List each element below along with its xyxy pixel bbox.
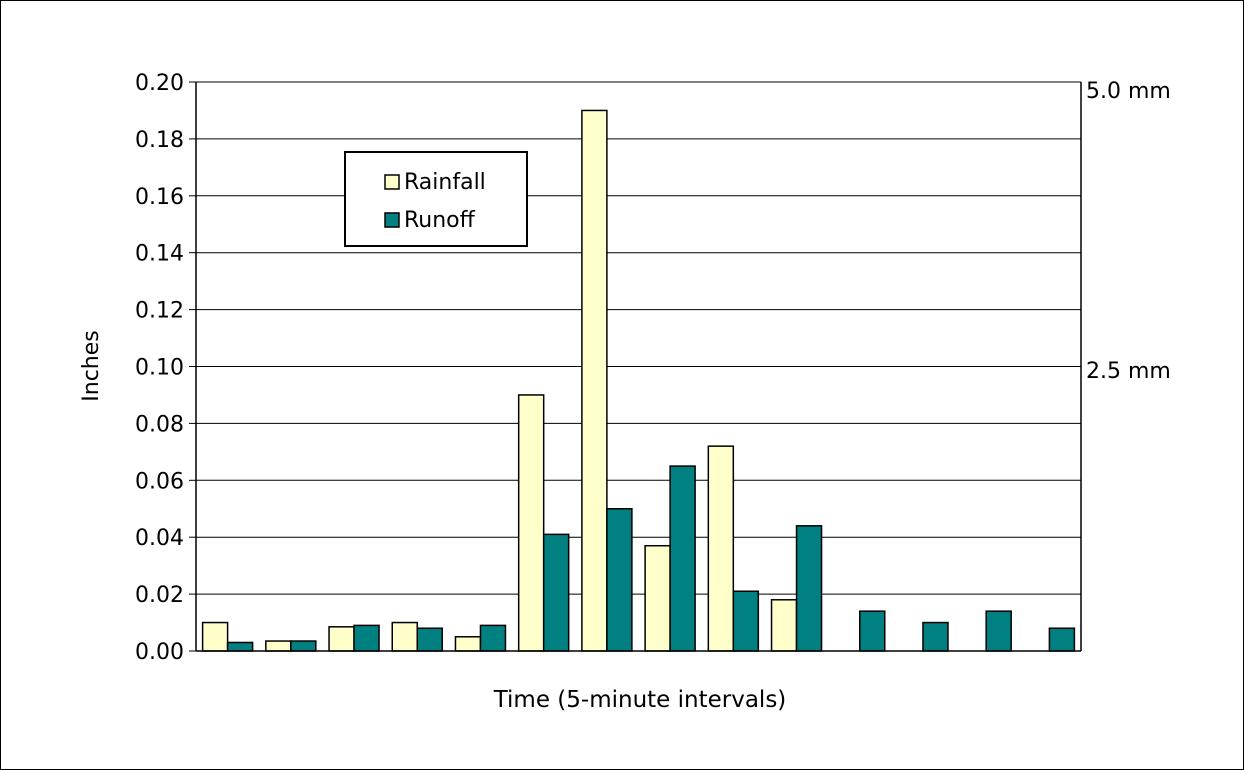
y-tick-label: 0.20: [135, 71, 184, 96]
y-tick-label: 0.04: [135, 526, 184, 551]
y-tick-label: 0.00: [135, 640, 184, 665]
axes: [195, 82, 1082, 652]
legend-swatch-rainfall: [384, 174, 400, 190]
bar-runoff-13: [1048, 627, 1076, 652]
bar-rainfall-2: [328, 626, 355, 652]
gridlines: [189, 81, 1081, 652]
legend: Rainfall Runoff: [344, 151, 528, 247]
bar-runoff-11: [922, 621, 949, 652]
bars: [201, 109, 1076, 652]
bar-rainfall-1: [265, 640, 292, 652]
y-tick-label: 0.12: [135, 299, 184, 324]
bar-runoff-4: [479, 624, 507, 652]
bar-runoff-8: [732, 590, 760, 652]
legend-swatch-runoff: [384, 212, 400, 228]
bar-rainfall-9: [770, 599, 798, 652]
bar-runoff-10: [859, 610, 886, 652]
bar-rainfall-5: [517, 394, 545, 652]
y-tick-label: 0.06: [135, 469, 184, 494]
bar-runoff-7: [669, 465, 696, 652]
y-tick-label: 0.16: [135, 185, 184, 210]
legend-label-rainfall: Rainfall: [404, 170, 486, 195]
legend-label-runoff: Runoff: [404, 208, 476, 233]
bar-runoff-9: [795, 525, 823, 652]
secondary-axis-labels: 5.0 mm 2.5 mm: [1086, 79, 1171, 384]
bar-rainfall-7: [644, 544, 671, 652]
y-tick-labels: 0.00 0.02 0.04 0.06 0.08 0.10 0.12 0.14 0.16 0.18…: [135, 71, 184, 665]
bar-rainfall-8: [707, 445, 735, 652]
bar-rainfall-6: [581, 109, 608, 652]
bar-runoff-5: [542, 533, 570, 652]
y-tick-label: 0.18: [135, 128, 184, 153]
bar-rainfall-3: [391, 621, 418, 652]
y-axis-label: Inches: [79, 330, 104, 401]
secondary-axis-label: 5.0 mm: [1086, 79, 1171, 104]
bar-rainfall-4: [454, 636, 482, 652]
bar-runoff-1: [290, 640, 317, 652]
bar-rainfall-0: [201, 621, 229, 652]
bar-runoff-0: [226, 641, 254, 652]
bar-runoff-3: [416, 627, 443, 652]
y-tick-label: 0.14: [135, 242, 184, 267]
y-tick-label: 0.10: [135, 356, 184, 381]
bar-runoff-2: [353, 624, 380, 652]
y-tick-label: 0.08: [135, 412, 184, 437]
bar-runoff-12: [985, 610, 1012, 652]
bar-runoff-6: [606, 508, 633, 652]
y-tick-label: 0.02: [135, 583, 184, 608]
x-axis-label: Time (5-minute intervals): [493, 687, 787, 713]
legend-box: [344, 151, 528, 247]
secondary-axis-label: 2.5 mm: [1086, 359, 1171, 384]
